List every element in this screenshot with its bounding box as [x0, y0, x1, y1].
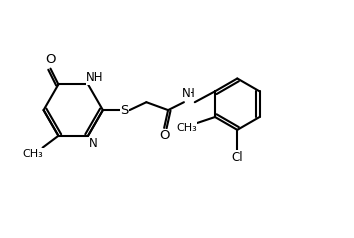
Text: N: N: [182, 87, 190, 100]
Text: Cl: Cl: [232, 151, 243, 164]
Text: O: O: [45, 53, 56, 66]
Text: S: S: [120, 104, 129, 117]
Text: CH₃: CH₃: [176, 123, 197, 133]
Text: N: N: [88, 137, 97, 150]
Text: H: H: [185, 87, 194, 100]
Text: O: O: [159, 129, 170, 142]
Text: CH₃: CH₃: [22, 149, 43, 159]
Text: NH: NH: [86, 71, 104, 84]
